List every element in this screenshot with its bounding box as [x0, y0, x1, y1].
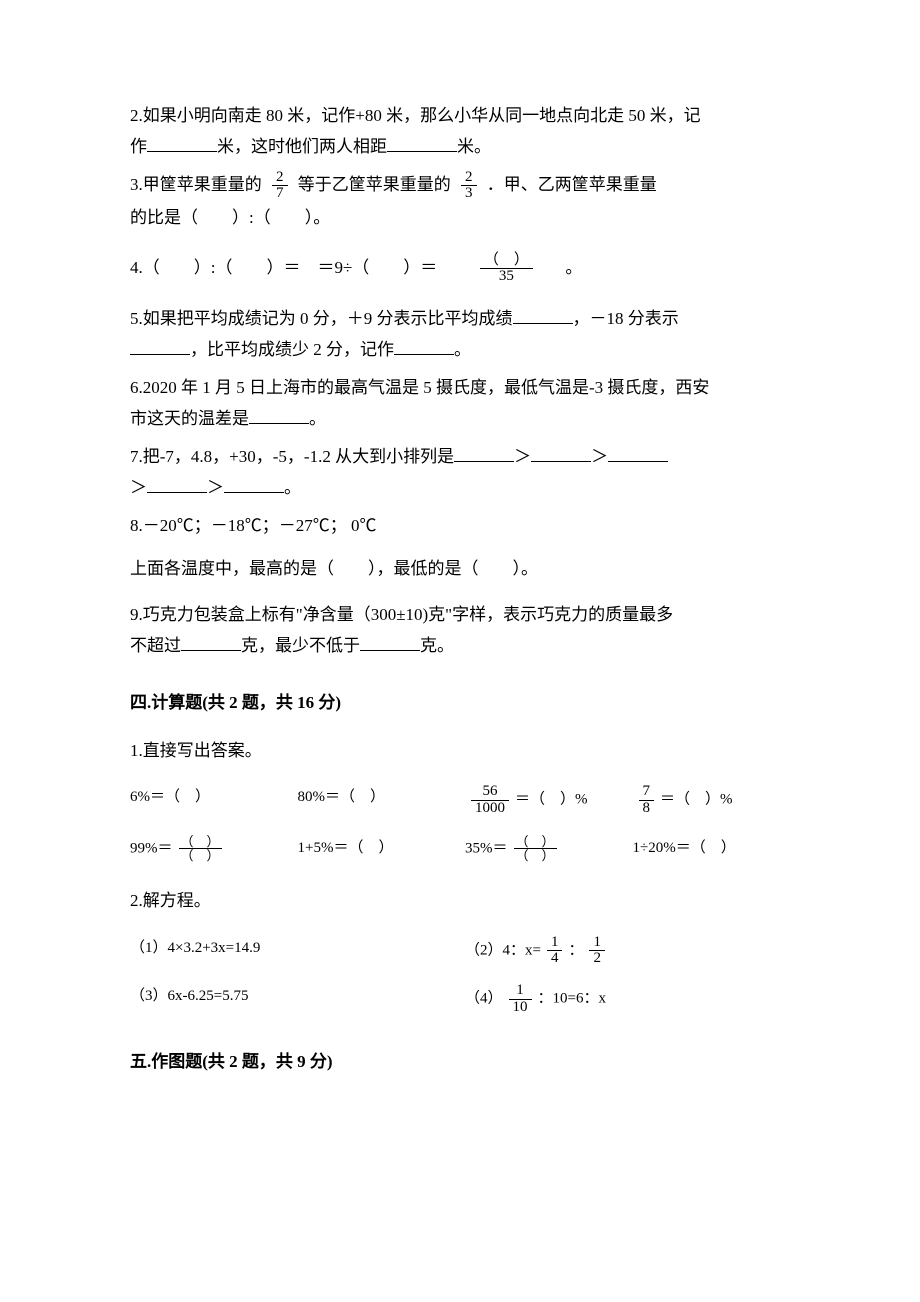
q7-line1: 7.把-7，4.8，+30，-5，-1.2 从大到小排列是＞＞	[130, 441, 800, 472]
question-3: 3.甲筐苹果重量的 2 7 等于乙筐苹果重量的 2 3 ．甲、乙两筐苹果重量 的…	[130, 169, 800, 234]
eq-item: （2）4：x= 1 4 ： 1 2	[465, 935, 800, 968]
q5-line1: 5.如果把平均成绩记为 0 分，＋9 分表示比平均成绩，－18 分表示	[130, 303, 800, 334]
fraction: 2 3	[461, 170, 477, 203]
question-4: 4.（ ）:（ ）＝ ＝9÷（ ）＝ （ ） 35 。	[130, 252, 800, 285]
s4-q1: 1.直接写出答案。	[130, 735, 800, 766]
q9-line1: 9.巧克力包装盒上标有"净含量（300±10)克"字样，表示巧克力的质量最多	[130, 599, 800, 630]
fraction: （ ） （ ）	[514, 835, 557, 863]
blank	[130, 337, 190, 356]
fraction: （ ） 35	[480, 253, 533, 286]
blank	[147, 475, 207, 494]
calc-item: 80%＝（ ）	[298, 784, 466, 817]
calc-item: 56 1000 ＝（ ）%	[465, 784, 633, 817]
equation-grid: （1）4×3.2+3x=14.9 （2）4：x= 1 4 ： 1 2 （3）6x…	[130, 935, 800, 1016]
s4-q2: 2.解方程。	[130, 885, 800, 916]
blank	[531, 443, 591, 462]
blank	[608, 443, 668, 462]
q9-line2: 不超过克，最少不低于克。	[130, 630, 800, 661]
fraction: 56 1000	[471, 784, 509, 817]
fraction: 1 4	[547, 935, 563, 968]
blank	[454, 443, 514, 462]
q2-line2: 作米，这时他们两人相距米。	[130, 131, 800, 162]
blank	[224, 475, 284, 494]
q8-line2: 上面各温度中，最高的是（ ），最低的是（ ）。	[130, 553, 800, 584]
fraction: 7 8	[639, 784, 655, 817]
q3-line1: 3.甲筐苹果重量的 2 7 等于乙筐苹果重量的 2 3 ．甲、乙两筐苹果重量	[130, 169, 800, 202]
q7-line2: ＞＞。	[130, 472, 800, 503]
q5-line2: ，比平均成绩少 2 分，记作。	[130, 334, 800, 365]
q8-line1: 8.－20℃；－18℃；－27℃； 0℃	[130, 510, 800, 541]
calc-grid: 6%＝（ ） 80%＝（ ） 56 1000 ＝（ ）% 7 8 ＝（ ）% 9…	[130, 784, 800, 863]
calc-row: 99%＝ （ ） （ ） 1+5%＝（ ） 35%＝ （ ） （ ） 1÷20%…	[130, 835, 800, 863]
fraction: （ ） （ ）	[179, 835, 222, 863]
calc-item: 99%＝ （ ） （ ）	[130, 835, 298, 863]
question-2: 2.如果小明向南走 80 米，记作+80 米，那么小华从同一地点向北走 50 米…	[130, 100, 800, 163]
q6-line1: 6.2020 年 1 月 5 日上海市的最高气温是 5 摄氏度，最低气温是-3 …	[130, 372, 800, 403]
calc-row: 6%＝（ ） 80%＝（ ） 56 1000 ＝（ ）% 7 8 ＝（ ）%	[130, 784, 800, 817]
blank	[147, 134, 217, 153]
calc-item: 1+5%＝（ ）	[298, 835, 466, 863]
fraction: 2 7	[272, 170, 288, 203]
eq-item: （4） 1 10 ：10=6：x	[465, 983, 800, 1016]
q3-line2: 的比是（ ）:（ ）。	[130, 202, 800, 233]
question-7: 7.把-7，4.8，+30，-5，-1.2 从大到小排列是＞＞ ＞＞。	[130, 441, 800, 504]
fraction: 1 10	[509, 983, 532, 1016]
calc-item: 6%＝（ ）	[130, 784, 298, 817]
blank	[394, 337, 454, 356]
eq-row: （3）6x-6.25=5.75 （4） 1 10 ：10=6：x	[130, 983, 800, 1016]
section-4-title: 四.计算题(共 2 题，共 16 分)	[130, 687, 800, 718]
question-5: 5.如果把平均成绩记为 0 分，＋9 分表示比平均成绩，－18 分表示 ，比平均…	[130, 303, 800, 366]
fraction: 1 2	[589, 935, 605, 968]
question-9: 9.巧克力包装盒上标有"净含量（300±10)克"字样，表示巧克力的质量最多 不…	[130, 599, 800, 662]
blank	[513, 305, 573, 324]
eq-item: （3）6x-6.25=5.75	[130, 983, 465, 1016]
calc-item: 1÷20%＝（ ）	[633, 835, 801, 863]
section-5-title: 五.作图题(共 2 题，共 9 分)	[130, 1046, 800, 1077]
calc-item: 7 8 ＝（ ）%	[633, 784, 801, 817]
calc-item: 35%＝ （ ） （ ）	[465, 835, 633, 863]
eq-item: （1）4×3.2+3x=14.9	[130, 935, 465, 968]
blank	[181, 632, 241, 651]
question-6: 6.2020 年 1 月 5 日上海市的最高气温是 5 摄氏度，最低气温是-3 …	[130, 372, 800, 435]
q2-line1: 2.如果小明向南走 80 米，记作+80 米，那么小华从同一地点向北走 50 米…	[130, 100, 800, 131]
question-8: 8.－20℃；－18℃；－27℃； 0℃ 上面各温度中，最高的是（ ），最低的是…	[130, 510, 800, 585]
blank	[387, 134, 457, 153]
q6-line2: 市这天的温差是。	[130, 403, 800, 434]
blank	[360, 632, 420, 651]
blank	[249, 406, 309, 425]
eq-row: （1）4×3.2+3x=14.9 （2）4：x= 1 4 ： 1 2	[130, 935, 800, 968]
